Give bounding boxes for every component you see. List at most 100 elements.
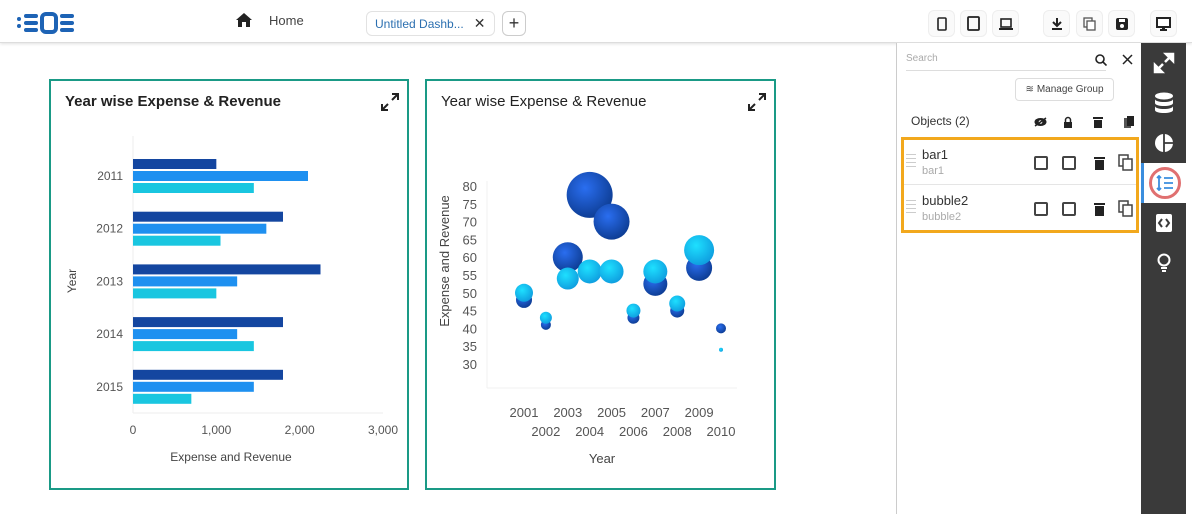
objects-list: bar1 bar1 bubble2 bubble2 bbox=[901, 137, 1139, 233]
bubble bbox=[643, 259, 668, 284]
y-tick-label: 2015 bbox=[96, 380, 123, 394]
home-label: Home bbox=[269, 12, 304, 28]
bar bbox=[133, 264, 321, 275]
data-button[interactable] bbox=[1141, 83, 1186, 123]
bubble-chart-card[interactable]: Year wise Expense & Revenue 30 35 40 45 50 55… bbox=[425, 79, 776, 490]
lock-all-icon[interactable] bbox=[1063, 116, 1073, 128]
copy-icon[interactable] bbox=[1118, 154, 1133, 171]
y-tick-label: 45 bbox=[463, 304, 477, 319]
y-tick-label: 30 bbox=[463, 357, 477, 372]
delete-all-icon[interactable] bbox=[1093, 116, 1103, 128]
y-tick-label: 2013 bbox=[96, 274, 123, 288]
search-icon[interactable] bbox=[1095, 54, 1107, 66]
copy-icon[interactable] bbox=[1118, 200, 1133, 217]
bar bbox=[133, 288, 217, 299]
x-tick-label: 2002 bbox=[531, 424, 560, 439]
bubble bbox=[539, 311, 552, 324]
home-link[interactable]: Home bbox=[235, 12, 304, 28]
mobile-icon bbox=[936, 16, 947, 31]
expand-icon[interactable] bbox=[748, 93, 766, 111]
y-tick-label: 2014 bbox=[96, 327, 123, 341]
bar bbox=[133, 369, 283, 380]
charts-button[interactable] bbox=[1141, 123, 1186, 163]
y-axis-title: Year bbox=[65, 269, 79, 293]
bubble bbox=[566, 171, 613, 218]
lock-checkbox[interactable] bbox=[1062, 202, 1076, 216]
bubble bbox=[515, 283, 533, 302]
laptop-view-button[interactable] bbox=[992, 10, 1019, 37]
y-tick-label: 2011 bbox=[97, 169, 123, 183]
bar bbox=[133, 393, 192, 404]
bar-chart-card[interactable]: Year wise Expense & Revenue 0 1,000 2,000 3… bbox=[49, 79, 409, 490]
tab-untitled-dashboard[interactable]: Untitled Dashb... ✕ bbox=[366, 11, 495, 36]
bar bbox=[133, 235, 221, 246]
manage-group-button[interactable]: ≋ Manage Group bbox=[1015, 78, 1114, 101]
lock-checkbox[interactable] bbox=[1062, 156, 1076, 170]
x-tick-label: 2001 bbox=[510, 405, 539, 420]
database-icon bbox=[1154, 92, 1173, 113]
desktop-icon bbox=[1156, 16, 1171, 31]
y-tick-label: 70 bbox=[463, 215, 477, 230]
y-tick-label: 75 bbox=[463, 197, 477, 212]
right-toolbar bbox=[1141, 43, 1186, 514]
bubble-chart: 30 35 40 45 50 55 60 65 70 75 80 2001 2002 2003 2004 20… bbox=[437, 171, 737, 466]
tablet-view-button[interactable] bbox=[960, 10, 987, 37]
x-tick-label: 2003 bbox=[553, 405, 582, 420]
list-order-icon bbox=[1156, 175, 1173, 191]
script-button[interactable] bbox=[1141, 203, 1186, 243]
hide-all-icon[interactable] bbox=[1034, 117, 1047, 127]
bar bbox=[133, 159, 217, 169]
objects-panel: Search ≋ Manage Group Objects (2) bar1 ba… bbox=[896, 43, 1141, 514]
object-name: bar1 bbox=[922, 147, 949, 162]
fullscreen-button[interactable] bbox=[1141, 43, 1186, 83]
bubble bbox=[716, 323, 726, 334]
x-tick-label: 2006 bbox=[619, 424, 648, 439]
code-icon bbox=[1155, 214, 1172, 232]
top-bar: Home Untitled Dashb... ✕ + bbox=[0, 0, 1192, 43]
x-tick-label: 0 bbox=[130, 423, 137, 437]
bubble bbox=[719, 347, 723, 352]
manage-group-label: Manage Group bbox=[1036, 84, 1104, 95]
pie-chart-icon bbox=[1154, 134, 1173, 152]
expand-icon[interactable] bbox=[381, 93, 399, 111]
lightbulb-icon bbox=[1157, 253, 1170, 272]
y-tick-label: 2012 bbox=[96, 222, 123, 236]
bubble bbox=[577, 259, 602, 284]
save-button[interactable] bbox=[1108, 10, 1135, 37]
delete-icon[interactable] bbox=[1094, 202, 1105, 216]
close-icon[interactable]: ✕ bbox=[473, 15, 486, 31]
y-tick-label: 65 bbox=[463, 232, 477, 247]
list-item[interactable]: bar1 bar1 bbox=[904, 140, 1136, 185]
bar bbox=[133, 329, 238, 340]
y-axis-title: Expense and Revenue bbox=[437, 195, 452, 327]
copy-button[interactable] bbox=[1076, 10, 1103, 37]
bar bbox=[133, 381, 254, 392]
tab-label: Untitled Dashb... bbox=[375, 16, 464, 31]
mobile-view-button[interactable] bbox=[928, 10, 955, 37]
add-tab-button[interactable]: + bbox=[502, 11, 526, 36]
hide-checkbox[interactable] bbox=[1034, 202, 1048, 216]
delete-icon[interactable] bbox=[1094, 156, 1105, 170]
download-button[interactable] bbox=[1043, 10, 1070, 37]
bar bbox=[133, 223, 267, 234]
x-tick-label: 3,000 bbox=[368, 423, 398, 437]
tablet-icon bbox=[967, 16, 980, 31]
close-icon[interactable] bbox=[1122, 54, 1133, 65]
copy-all-icon[interactable] bbox=[1124, 116, 1134, 128]
y-tick-label: 50 bbox=[463, 286, 477, 301]
bubble bbox=[669, 295, 686, 312]
drag-handle[interactable] bbox=[906, 200, 916, 216]
list-item[interactable]: bubble2 bubble2 bbox=[904, 186, 1136, 231]
y-tick-label: 35 bbox=[463, 339, 477, 354]
y-tick-label: 60 bbox=[463, 250, 477, 265]
bar bbox=[133, 171, 308, 181]
bubble bbox=[552, 242, 583, 273]
preview-button[interactable] bbox=[1150, 10, 1177, 37]
search-input[interactable]: Search bbox=[906, 53, 1106, 71]
expand-arrows-icon bbox=[1153, 52, 1174, 74]
objects-button[interactable] bbox=[1141, 163, 1186, 203]
hide-checkbox[interactable] bbox=[1034, 156, 1048, 170]
drag-handle[interactable] bbox=[906, 154, 916, 170]
bar-chart: 0 1,000 2,000 3,000 2011 2012 2013 2014 2015 Expe… bbox=[65, 136, 398, 464]
insights-button[interactable] bbox=[1141, 243, 1186, 283]
